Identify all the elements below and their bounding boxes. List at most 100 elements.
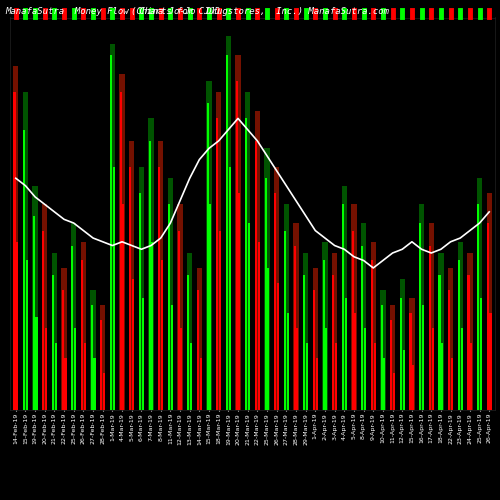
Bar [325, 328, 328, 410]
Bar [400, 298, 402, 410]
Bar [332, 276, 334, 410]
Bar [52, 276, 54, 410]
Bar [54, 342, 57, 410]
Bar [206, 81, 212, 410]
Bar [402, 350, 404, 410]
Bar [332, 253, 338, 410]
Bar [342, 204, 344, 410]
Bar [274, 193, 276, 410]
Bar [148, 141, 151, 410]
Bar [81, 242, 86, 410]
Bar [390, 306, 395, 410]
Bar [303, 276, 306, 410]
Bar [161, 260, 163, 410]
Bar [246, 118, 248, 410]
Bar [168, 178, 173, 410]
Bar [84, 342, 86, 410]
Bar [342, 186, 347, 410]
Bar [477, 178, 482, 410]
Bar [216, 118, 218, 410]
Bar [312, 268, 318, 410]
Bar [316, 358, 318, 410]
Bar [200, 358, 202, 410]
Bar [45, 328, 47, 410]
Bar [361, 246, 364, 410]
Bar [132, 279, 134, 410]
Bar [438, 253, 444, 410]
Bar [487, 223, 489, 410]
Bar [168, 204, 170, 410]
Bar [64, 358, 66, 410]
Bar [354, 313, 356, 410]
Bar [361, 223, 366, 410]
Bar [110, 44, 115, 410]
Bar [294, 246, 296, 410]
Bar [371, 260, 373, 410]
Bar [429, 246, 431, 410]
Text: (China Jo-Jo  Drugstores,  Inc.) ManafaSutra.com: (China Jo-Jo Drugstores, Inc.) ManafaSut… [131, 8, 389, 16]
Bar [419, 223, 422, 410]
Bar [254, 111, 260, 410]
Bar [158, 167, 160, 410]
Bar [120, 92, 122, 410]
Bar [467, 253, 472, 410]
Bar [490, 313, 492, 410]
Bar [206, 104, 208, 410]
Bar [236, 55, 240, 410]
Bar [286, 313, 288, 410]
Bar [451, 358, 453, 410]
Bar [306, 342, 308, 410]
Bar [486, 193, 492, 410]
Bar [255, 141, 257, 410]
Bar [468, 276, 469, 410]
Bar [264, 178, 266, 410]
Bar [120, 74, 124, 410]
Bar [13, 66, 18, 410]
Bar [90, 306, 93, 410]
Bar [81, 260, 83, 410]
Bar [103, 372, 105, 410]
Bar [26, 260, 28, 410]
Bar [190, 342, 192, 410]
Bar [432, 328, 434, 410]
Bar [458, 260, 460, 410]
Bar [178, 204, 182, 410]
Bar [196, 268, 202, 410]
Bar [226, 55, 228, 410]
Bar [264, 148, 270, 410]
Bar [42, 230, 44, 410]
Bar [419, 204, 424, 410]
Bar [197, 290, 199, 410]
Bar [62, 290, 64, 410]
Bar [422, 306, 424, 410]
Bar [36, 316, 38, 410]
Bar [100, 306, 105, 410]
Bar [94, 358, 96, 410]
Bar [438, 276, 440, 410]
Bar [380, 306, 382, 410]
Bar [178, 230, 180, 410]
Bar [112, 167, 115, 410]
Bar [274, 167, 280, 410]
Text: ManafaSutra  Money Flow  Charts for CJJD: ManafaSutra Money Flow Charts for CJJD [5, 8, 220, 16]
Bar [226, 36, 231, 410]
Bar [74, 328, 76, 410]
Bar [142, 298, 144, 410]
Bar [412, 365, 414, 410]
Bar [480, 298, 482, 410]
Bar [428, 223, 434, 410]
Bar [152, 242, 154, 410]
Bar [364, 328, 366, 410]
Bar [129, 141, 134, 410]
Bar [148, 118, 154, 410]
Bar [374, 342, 376, 410]
Bar [344, 298, 346, 410]
Bar [238, 193, 240, 410]
Bar [258, 242, 260, 410]
Bar [448, 268, 453, 410]
Bar [187, 253, 192, 410]
Bar [188, 276, 190, 410]
Bar [139, 193, 141, 410]
Bar [370, 242, 376, 410]
Bar [393, 372, 395, 410]
